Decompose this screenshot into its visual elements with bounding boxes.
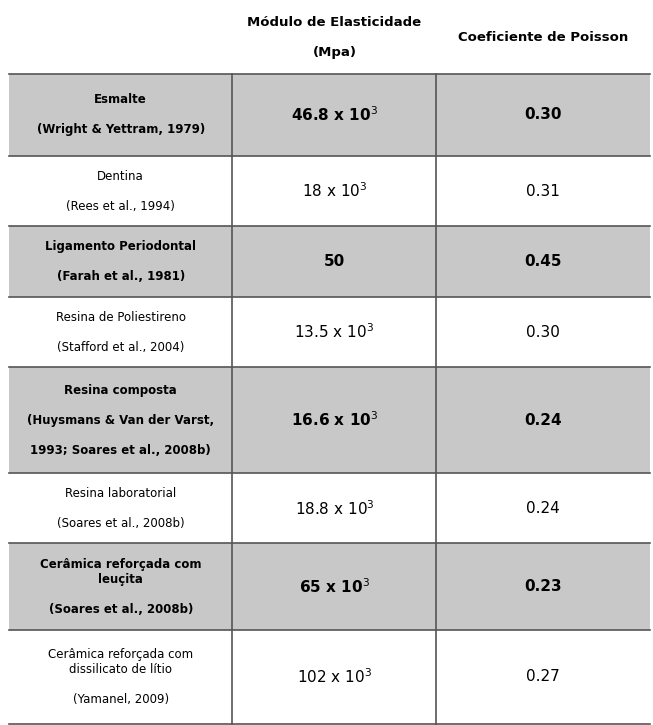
Text: 0.30: 0.30	[524, 107, 562, 123]
Text: 0.30: 0.30	[526, 325, 560, 339]
Text: 0.24: 0.24	[526, 501, 560, 515]
Text: 0.24: 0.24	[524, 413, 562, 428]
Bar	[9, 473, 650, 544]
Text: Cerâmica reforçada com
leuçita

(Soares et al., 2008b): Cerâmica reforçada com leuçita (Soares e…	[40, 558, 202, 616]
Bar	[9, 297, 650, 368]
Text: 0.23: 0.23	[524, 579, 562, 594]
Text: Dentina

(Rees et al., 1994): Dentina (Rees et al., 1994)	[67, 170, 175, 212]
Text: 13.5 x 10$^3$: 13.5 x 10$^3$	[295, 323, 374, 341]
Text: 0.31: 0.31	[526, 183, 560, 199]
Text: 0.45: 0.45	[524, 254, 562, 269]
Text: 18 x 10$^3$: 18 x 10$^3$	[302, 182, 367, 200]
Text: 65 x 10$^3$: 65 x 10$^3$	[299, 577, 370, 596]
Bar	[9, 544, 650, 629]
Bar	[9, 74, 650, 156]
Text: 50: 50	[324, 254, 345, 269]
Text: 0.27: 0.27	[526, 669, 560, 684]
Text: 102 x 10$^3$: 102 x 10$^3$	[296, 667, 372, 686]
Text: 46.8 x 10$^3$: 46.8 x 10$^3$	[291, 105, 378, 124]
Text: Cerâmica reforçada com
dissilicato de lítio

(Yamanel, 2009): Cerâmica reforçada com dissilicato de lí…	[48, 647, 193, 705]
Text: 18.8 x 10$^3$: 18.8 x 10$^3$	[295, 499, 374, 518]
Text: Resina de Poliestireno

(Stafford et al., 2004): Resina de Poliestireno (Stafford et al.,…	[56, 310, 185, 354]
Bar	[9, 629, 650, 724]
Text: Módulo de Elasticidade

(Mpa): Módulo de Elasticidade (Mpa)	[247, 16, 421, 59]
Text: Coeficiente de Poisson: Coeficiente de Poisson	[458, 31, 628, 44]
Text: Ligamento Periodontal

(Farah et al., 1981): Ligamento Periodontal (Farah et al., 198…	[45, 240, 197, 283]
Bar	[9, 226, 650, 297]
Bar	[9, 156, 650, 226]
Text: Esmalte

(Wright & Yettram, 1979): Esmalte (Wright & Yettram, 1979)	[37, 94, 205, 136]
Text: Resina laboratorial

(Soares et al., 2008b): Resina laboratorial (Soares et al., 2008…	[57, 486, 185, 530]
Bar	[9, 368, 650, 473]
Text: 16.6 x 10$^3$: 16.6 x 10$^3$	[291, 411, 378, 429]
Text: Resina composta

(Huysmans & Van der Varst,

1993; Soares et al., 2008b): Resina composta (Huysmans & Van der Vars…	[27, 384, 214, 457]
Bar	[9, 1, 650, 74]
